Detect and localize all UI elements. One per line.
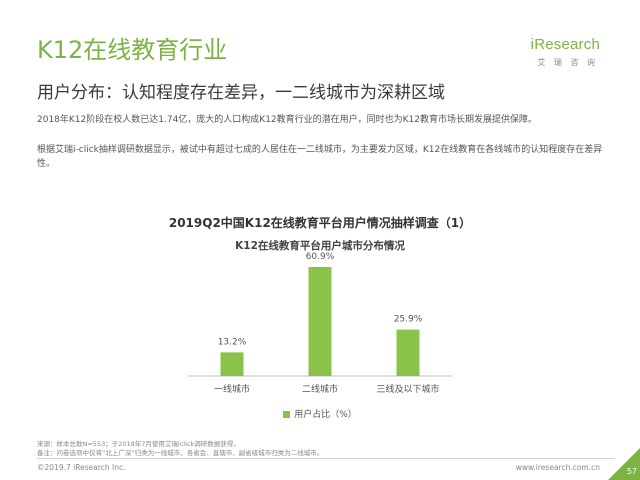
category-label-2: 二线城市 (302, 383, 338, 395)
source-note: 来源：样本总数N=553；于2019年7月使用艾瑞iclick调研数据获得。 备… (37, 440, 323, 458)
bar-3 (396, 329, 420, 376)
logo-wordmark: iResearch (530, 36, 600, 53)
legend-swatch (283, 411, 291, 418)
iresearch-logo: iResearch 艾 瑞 咨 询 (522, 36, 600, 76)
page-number: 57 (626, 467, 637, 476)
corner-decoration (608, 448, 640, 480)
source-text: 来源：样本总数N=553；于2019年7月使用艾瑞iclick调研数据获得。 (37, 440, 240, 448)
value-label-2: 60.9% (306, 252, 335, 262)
category-label-3: 三线及以下城市 (376, 383, 439, 395)
legend-label: 用户占比（%） (294, 410, 357, 420)
value-label-3: 25.9% (394, 315, 423, 325)
chart-title: 2019Q2中国K12在线教育平台用户情况抽样调查（1） (168, 216, 472, 230)
remark-text: 备注：问卷选项中仅将“北上广深”归类为一线城市，各省会、直辖市、副省级城市归类为… (37, 449, 324, 457)
bar-2 (308, 267, 332, 376)
value-label-1: 13.2% (218, 337, 247, 347)
page-subtitle: 用户分布：认知程度存在差异，一二线城市为深耕区域 (37, 83, 445, 103)
logo-subtext: 艾 瑞 咨 询 (537, 58, 598, 67)
footer-divider (37, 458, 615, 459)
chart-subtitle: K12在线教育平台用户城市分布情况 (235, 240, 405, 252)
paragraph-2: 根据艾瑞i-click抽样调研数据显示，被试中有超过七成的人居住在一二线城市，为… (37, 145, 603, 169)
chart-legend: 用户占比（%） (0, 407, 640, 420)
website: www.iresearch.com.cn (515, 463, 600, 472)
bar-1 (220, 352, 244, 376)
copyright: ©2019.7 iResearch Inc. (37, 463, 126, 472)
category-label-1: 一线城市 (214, 383, 250, 395)
paragraph-1: 2018年K12阶段在校人数已达1.74亿，庞大的人口构成K12教育行业的潜在用… (37, 115, 538, 125)
page-title: K12在线教育行业 (37, 36, 228, 64)
